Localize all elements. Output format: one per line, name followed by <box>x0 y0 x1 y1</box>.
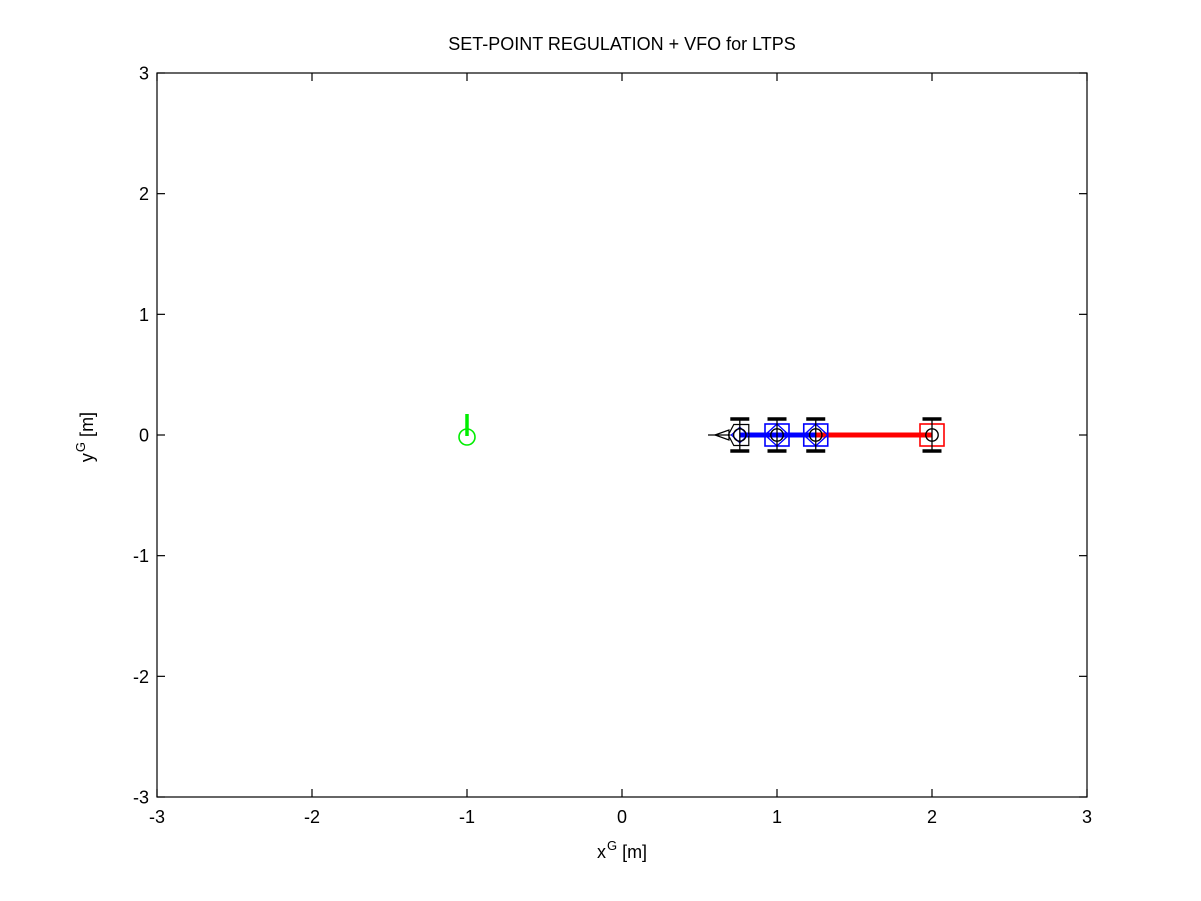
y-axis-label-sup: G <box>73 442 88 452</box>
y-tick-label: 3 <box>139 64 149 84</box>
guidance-arrowhead-icon <box>713 429 730 441</box>
trailer-2-diamond <box>802 423 829 447</box>
x-tick-label: 2 <box>927 807 937 827</box>
goal-marker <box>458 428 476 446</box>
plot-box <box>156 72 1088 798</box>
plot-title: SET-POINT REGULATION + VFO for LTPS <box>448 34 796 54</box>
x-axis-label-unit: [m] <box>622 842 647 862</box>
x-tick-label: 1 <box>772 807 782 827</box>
axis-ticks: -3 -2 -1 0 1 2 3 -3 -2 -1 0 1 2 3 <box>133 64 1092 828</box>
vehicle-drawing <box>458 414 945 453</box>
x-tick-label: 3 <box>1082 807 1092 827</box>
x-tick-label: 0 <box>617 807 627 827</box>
x-axis-label-base: x <box>597 842 606 862</box>
y-axis-label-base: y <box>77 453 97 462</box>
x-axis-label: xG [m] <box>597 838 647 862</box>
y-tick-label: -2 <box>133 667 149 687</box>
trailer-1-diamond <box>764 423 790 447</box>
y-axis-label: yG [m] <box>73 412 97 462</box>
tractor-body <box>727 423 750 447</box>
y-axis-label-unit: [m] <box>77 412 97 437</box>
y-tick-label: 1 <box>139 305 149 325</box>
y-tick-label: 2 <box>139 184 149 204</box>
x-tick-label: -1 <box>459 807 475 827</box>
x-tick-label: -2 <box>304 807 320 827</box>
y-tick-label: 0 <box>139 426 149 446</box>
x-axis-label-sup: G <box>607 838 617 853</box>
x-tick-label: -3 <box>149 807 165 827</box>
y-tick-label: -1 <box>133 546 149 566</box>
y-tick-label: -3 <box>133 788 149 808</box>
